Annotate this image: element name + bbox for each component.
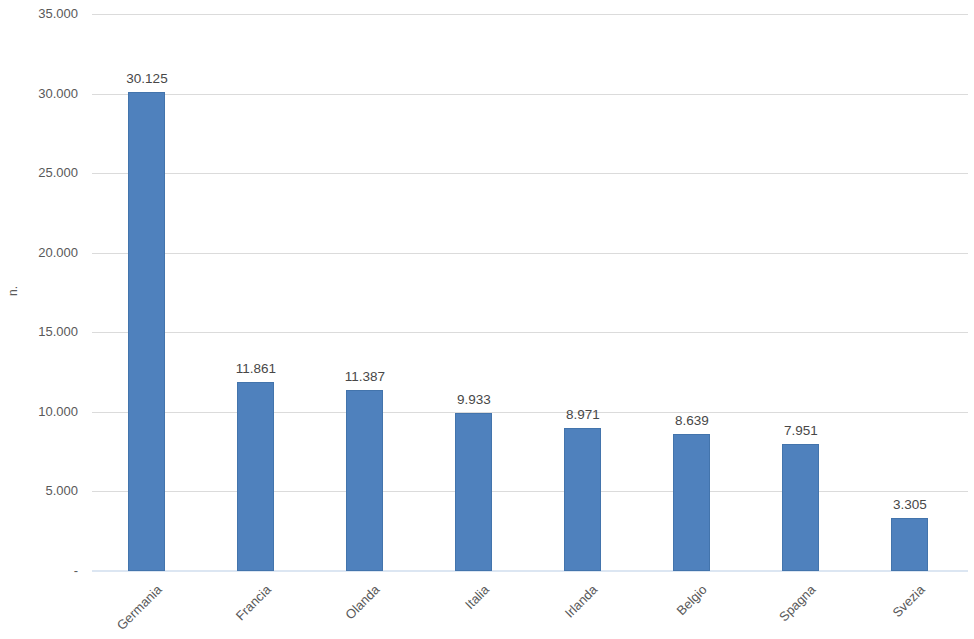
bar (128, 92, 165, 571)
gridline (92, 173, 968, 174)
y-tick-label: 5.000 (0, 483, 78, 499)
bar-value-label: 11.387 (320, 369, 410, 384)
x-category-label: Irlanda (562, 582, 601, 621)
x-category-label: Spagna (776, 582, 818, 624)
y-tick-label: 35.000 (0, 6, 78, 22)
x-category-label: Germania (114, 582, 165, 633)
bar-value-label: 9.933 (429, 392, 519, 407)
gridline (92, 412, 968, 413)
bar (455, 413, 492, 571)
bar-value-label: 30.125 (102, 71, 192, 86)
gridline (92, 14, 968, 15)
y-tick-label: 30.000 (0, 86, 78, 102)
bar (782, 444, 819, 571)
y-tick-label: 10.000 (0, 404, 78, 420)
x-category-label: Belgio (673, 582, 709, 618)
y-tick-label: 20.000 (0, 245, 78, 261)
bar (564, 428, 601, 571)
bar (891, 518, 928, 571)
y-tick-label: 15.000 (0, 324, 78, 340)
bar-value-label: 3.305 (865, 497, 955, 512)
bar-value-label: 8.639 (647, 413, 737, 428)
bar (673, 434, 710, 571)
bar-value-label: 11.861 (211, 361, 301, 376)
x-category-label: Francia (232, 582, 273, 623)
bar-chart: n. 35.000 30.000 25.000 20.000 15.000 10.000 5… (0, 0, 974, 639)
bar-value-label: 8.971 (538, 407, 628, 422)
gridline (92, 332, 968, 333)
zero-axis-line (92, 570, 968, 572)
x-category-label: Olanda (342, 582, 382, 622)
gridline (92, 94, 968, 95)
y-axis-title: n. (6, 286, 20, 296)
x-category-label: Svezia (889, 582, 927, 620)
y-tick-label: - (0, 563, 78, 579)
bar (237, 382, 274, 571)
bar (346, 390, 383, 571)
x-category-label: Italia (462, 582, 492, 612)
y-tick-label: 25.000 (0, 165, 78, 181)
bar-value-label: 7.951 (756, 423, 846, 438)
gridline (92, 491, 968, 492)
gridline (92, 253, 968, 254)
